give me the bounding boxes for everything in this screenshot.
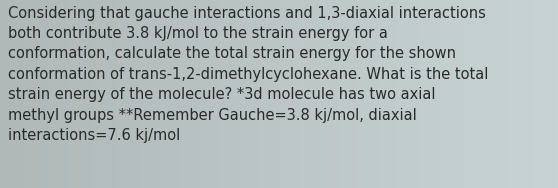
Text: Considering that gauche interactions and 1,3-diaxial interactions
both contribut: Considering that gauche interactions and… xyxy=(8,6,489,143)
